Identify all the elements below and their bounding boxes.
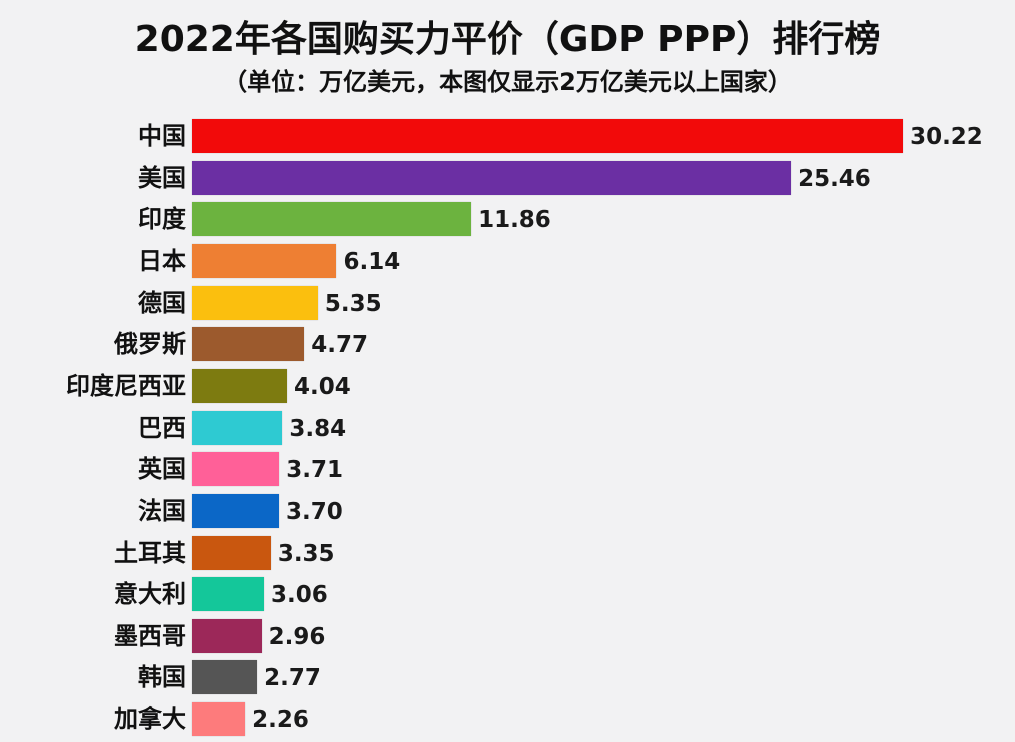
bar <box>192 119 904 153</box>
bar <box>192 660 258 695</box>
chart-title: 2022年各国购买力平价（GDP PPP）排行榜 <box>134 19 881 60</box>
bar <box>192 535 271 570</box>
value-label: 3.70 <box>286 498 343 525</box>
value-label: 3.35 <box>277 540 335 567</box>
bar <box>192 202 472 237</box>
bar <box>192 618 262 653</box>
value-label: 3.71 <box>286 457 344 484</box>
category-label: 印度尼西亚 <box>66 371 186 400</box>
bar-row: 墨西哥 2.96 <box>0 618 1015 653</box>
category-label: 加拿大 <box>114 705 186 734</box>
category-label: 德国 <box>138 288 186 317</box>
category-label: 法国 <box>138 496 186 525</box>
bar-row: 日本 6.14 <box>0 243 1015 278</box>
value-label: 5.35 <box>324 290 382 317</box>
bar <box>192 410 283 445</box>
bar <box>192 702 246 737</box>
category-label: 印度 <box>138 205 186 234</box>
bar-row: 俄罗斯 4.77 <box>0 327 1015 362</box>
bar-row: 德国 5.35 <box>0 285 1015 320</box>
bar-row: 中国 30.22 <box>0 119 1015 153</box>
value-label: 6.14 <box>343 248 401 275</box>
category-label: 意大利 <box>114 580 186 609</box>
value-label: 2.77 <box>264 665 321 692</box>
value-label: 2.96 <box>268 623 326 650</box>
category-label: 美国 <box>138 163 186 192</box>
category-label: 俄罗斯 <box>114 330 186 359</box>
value-label: 4.77 <box>311 332 368 359</box>
category-label: 日本 <box>138 246 186 275</box>
bar <box>192 160 792 195</box>
category-label: 巴西 <box>138 413 186 442</box>
bar <box>192 452 280 487</box>
bar <box>192 577 264 612</box>
bar-row: 美国 25.46 <box>0 160 1015 195</box>
bar-row: 印度尼西亚 4.04 <box>0 368 1015 403</box>
bar-row: 加拿大 2.26 <box>0 702 1015 737</box>
bar-row: 土耳其 3.35 <box>0 535 1015 570</box>
bar-row: 韩国 2.77 <box>0 660 1015 695</box>
value-label: 3.84 <box>289 415 347 442</box>
category-label: 墨西哥 <box>114 621 186 650</box>
category-label: 韩国 <box>138 663 186 692</box>
bar <box>192 493 280 528</box>
value-label: 2.26 <box>252 707 309 734</box>
value-label: 3.06 <box>271 582 328 609</box>
bar <box>192 327 305 362</box>
bar <box>192 243 337 278</box>
bar-row: 英国 3.71 <box>0 452 1015 487</box>
value-label: 25.46 <box>798 165 871 192</box>
category-label: 土耳其 <box>114 538 186 567</box>
value-label: 30.22 <box>910 124 983 150</box>
chart-subtitle: （单位：万亿美元，本图仅显示2万亿美元以上国家） <box>223 68 792 96</box>
bar <box>192 368 288 403</box>
bar-row: 意大利 3.06 <box>0 577 1015 612</box>
bar-row: 印度 11.86 <box>0 202 1015 237</box>
bar <box>192 285 318 320</box>
value-label: 11.86 <box>478 207 551 234</box>
value-label: 4.04 <box>294 373 351 400</box>
category-label: 英国 <box>138 455 186 484</box>
bar-row: 法国 3.70 <box>0 493 1015 528</box>
bar-row: 巴西 3.84 <box>0 410 1015 445</box>
category-label: 中国 <box>138 122 186 150</box>
